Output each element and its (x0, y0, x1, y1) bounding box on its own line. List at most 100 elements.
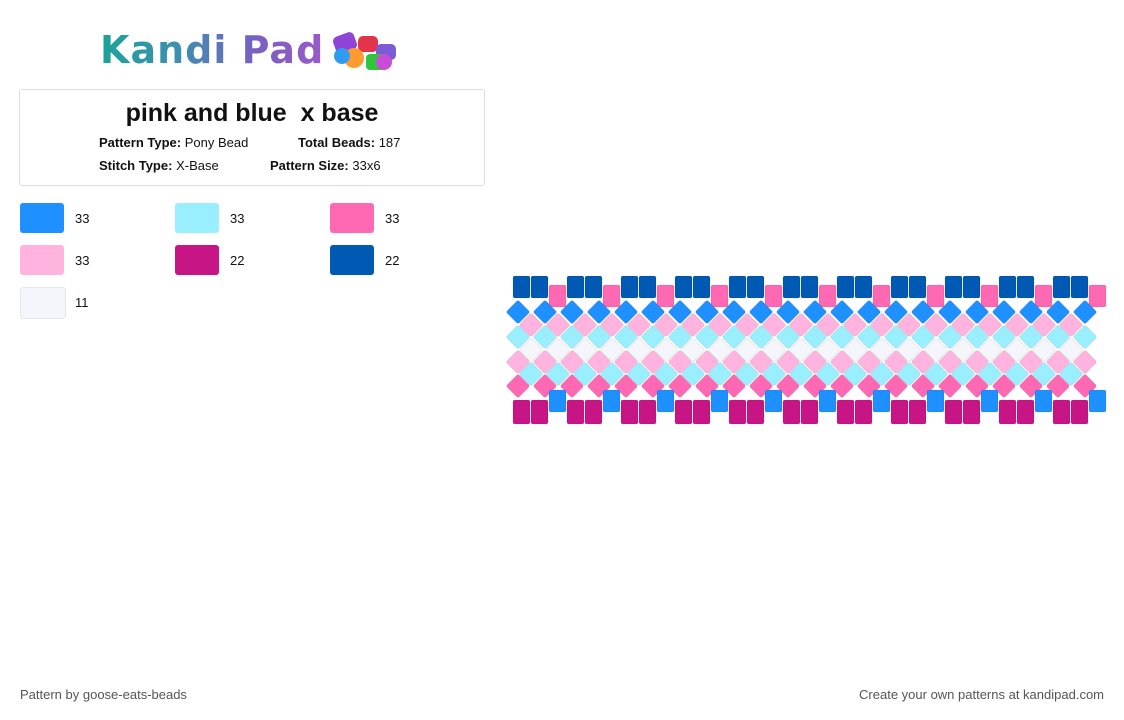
bead (654, 338, 678, 362)
bead (1046, 350, 1070, 374)
palette-count: 33 (75, 211, 90, 226)
bead (789, 338, 813, 362)
palette-swatch (330, 203, 374, 233)
bead (1016, 399, 1035, 425)
bead (1005, 362, 1029, 386)
bead (978, 362, 1002, 386)
bead (1052, 275, 1071, 299)
bead (884, 350, 908, 374)
bead (641, 325, 665, 349)
bead (548, 284, 567, 308)
bead (519, 313, 543, 337)
bead (962, 275, 981, 299)
bead (656, 284, 675, 308)
bead (926, 389, 945, 413)
bead (911, 325, 935, 349)
bead (735, 338, 759, 362)
bead (512, 399, 531, 425)
kandipad-promo-link[interactable]: Create your own patterns at kandipad.com (859, 687, 1104, 702)
palette-count: 33 (230, 211, 245, 226)
bead (584, 399, 603, 425)
bead (764, 389, 783, 413)
bead (749, 325, 773, 349)
bead (722, 300, 746, 324)
bead (1032, 313, 1056, 337)
bead (587, 300, 611, 324)
bead (1059, 338, 1083, 362)
bead (654, 313, 678, 337)
bead (776, 300, 800, 324)
pattern-info-card: pink and blue x base Pattern Type: Pony … (19, 89, 485, 186)
bead (764, 284, 783, 308)
stitch-type-label: Stitch Type: (99, 158, 173, 173)
stitch-type: Stitch Type: X-Base (99, 158, 219, 174)
bead (924, 338, 948, 362)
palette-swatch (20, 245, 64, 275)
bead (614, 350, 638, 374)
bead (746, 275, 765, 299)
bead (762, 338, 786, 362)
bead (951, 338, 975, 362)
bead (803, 325, 827, 349)
bead (965, 300, 989, 324)
bead (668, 325, 692, 349)
bead (1016, 275, 1035, 299)
bead (530, 275, 549, 299)
bead (710, 284, 729, 308)
bead (938, 350, 962, 374)
bead (546, 313, 570, 337)
bead (573, 362, 597, 386)
pattern-size-label: Pattern Size: (270, 158, 349, 173)
bead (830, 300, 854, 324)
bead (857, 350, 881, 374)
bead (938, 325, 962, 349)
bead (924, 313, 948, 337)
bead (944, 275, 963, 299)
bead (573, 338, 597, 362)
bead (884, 300, 908, 324)
bead (1019, 325, 1043, 349)
bead (1070, 399, 1089, 425)
bead (587, 325, 611, 349)
bead (530, 399, 549, 425)
bead (600, 313, 624, 337)
kandi-pad-logo[interactable]: Kandi Pad (100, 26, 410, 76)
bead (1073, 300, 1097, 324)
bead (506, 300, 530, 324)
bead (692, 275, 711, 299)
bead (897, 338, 921, 362)
bead (1019, 300, 1043, 324)
bead (584, 275, 603, 299)
bead (627, 338, 651, 362)
bead (1034, 284, 1053, 308)
bead (1046, 300, 1070, 324)
total-beads-value: 187 (378, 135, 401, 150)
bead (722, 350, 746, 374)
bead (776, 325, 800, 349)
bead (908, 399, 927, 425)
bead (843, 338, 867, 362)
bead (980, 284, 999, 308)
bead (708, 362, 732, 386)
pattern-type-value: Pony Bead (184, 135, 249, 150)
pattern-type: Pattern Type: Pony Bead (99, 135, 248, 151)
bead (803, 350, 827, 374)
stitch-type-value: X-Base (176, 158, 219, 173)
bead (1073, 325, 1097, 349)
bead (911, 300, 935, 324)
bead (951, 362, 975, 386)
bead (857, 300, 881, 324)
palette-swatch (330, 245, 374, 275)
bead (746, 399, 765, 425)
bead (735, 362, 759, 386)
bead (735, 313, 759, 337)
bead (728, 275, 747, 299)
palette-count: 22 (385, 253, 400, 268)
bead (560, 325, 584, 349)
palette-count: 22 (230, 253, 245, 268)
bead (911, 350, 935, 374)
bead (816, 338, 840, 362)
bead (656, 389, 675, 413)
bead (870, 362, 894, 386)
bead (710, 389, 729, 413)
